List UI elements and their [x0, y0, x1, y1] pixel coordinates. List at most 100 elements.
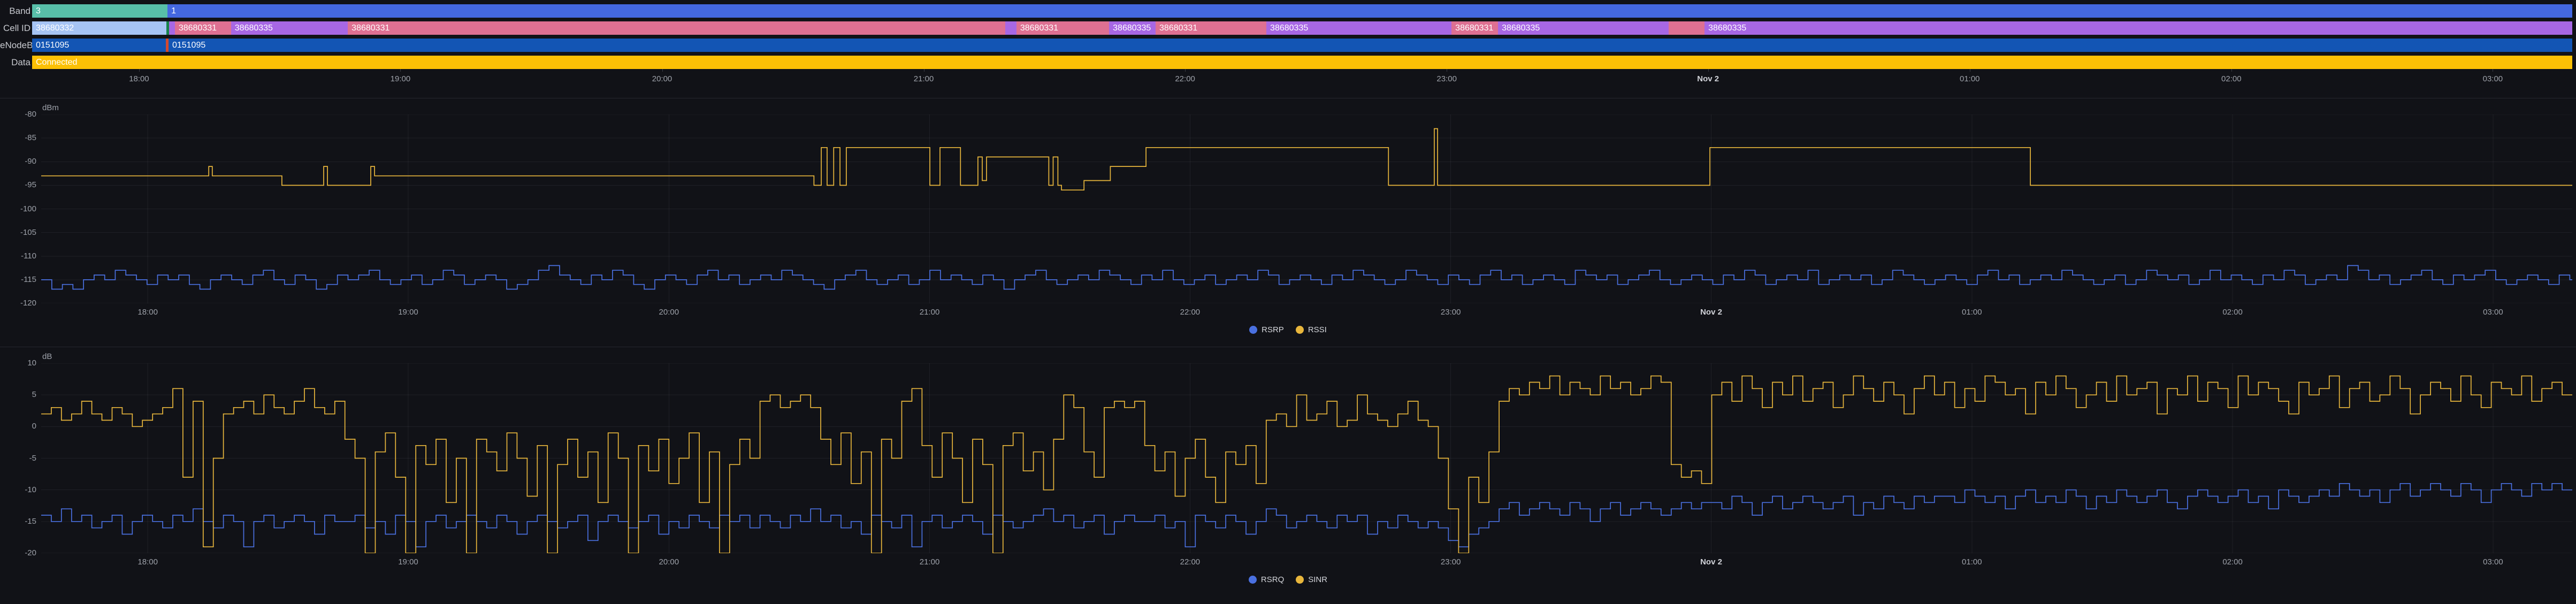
timeline-segment[interactable]: 38680331: [1016, 21, 1110, 35]
timeline-time-axis: 18:00 19:00 20:00 21:00 22:00 23:00 Nov 2 01:00…: [32, 69, 2572, 90]
legend-label: RSRQ: [1260, 575, 1285, 584]
time-tick-label: 23:00: [1436, 74, 1457, 83]
chart-legend: RSRQ SINR: [0, 572, 2576, 586]
timeline-row-label: Band: [9, 6, 30, 16]
timeline-segment[interactable]: 38680335: [1266, 21, 1452, 35]
x-tick-label: 18:00: [137, 557, 158, 567]
timeline-segment[interactable]: 38680335: [1704, 21, 2572, 35]
y-tick-label: 0: [32, 422, 36, 431]
timeline-segment[interactable]: [166, 21, 169, 35]
x-tick-label: 23:00: [1440, 308, 1461, 317]
y-tick-label: 10: [27, 358, 36, 368]
timeline-segment-label: Connected: [36, 58, 78, 67]
rsrq-sinr-chart-panel: dB 10 5 0 -5 -10 -15 -20 18:00 19:00 20:00 21:00 2…: [0, 347, 2576, 604]
timeline-segment[interactable]: 38680331: [1451, 21, 1499, 35]
series-line-sinr: [41, 375, 2572, 553]
legend-color-dot: [1295, 325, 1304, 334]
timeline-row-cell-id: Cell ID 38680332 38680331 38680335 38680331 3…: [0, 21, 2576, 35]
x-tick-label: 18:00: [137, 308, 158, 317]
x-tick-label: 03:00: [2483, 308, 2503, 317]
time-tick-label: 22:00: [1175, 74, 1195, 83]
series-line-rsrp: [41, 265, 2572, 290]
time-tick-mark: [2231, 69, 2232, 72]
y-tick-label: 5: [32, 390, 36, 400]
time-tick-label: 19:00: [390, 74, 411, 83]
x-tick-label: Nov 2: [1700, 308, 1722, 317]
timeline-segment[interactable]: [166, 39, 169, 52]
series-line-rsrq: [41, 483, 2572, 548]
timeline-row-data: Data Connected: [0, 56, 2576, 69]
timeline-track: 0151095 0151095: [32, 39, 2572, 52]
y-tick-label: -110: [21, 251, 36, 261]
timeline-segment-label: 0151095: [172, 41, 206, 50]
chart-canvas[interactable]: [41, 114, 2572, 303]
x-tick-label: 01:00: [1962, 557, 1982, 567]
x-tick-label: 21:00: [919, 557, 940, 567]
timeline-segment-label: 38680331: [1455, 24, 1494, 33]
x-tick-label: 20:00: [659, 557, 679, 567]
legend-color-dot: [1248, 575, 1257, 584]
timeline-segment[interactable]: Connected: [32, 56, 2572, 69]
timeline-segment-label: 38680335: [1708, 24, 1747, 33]
timeline-segment-label: 0151095: [36, 41, 70, 50]
y-tick-label: -95: [25, 180, 36, 190]
legend-item-rsrq[interactable]: RSRQ: [1248, 575, 1285, 584]
timeline-segment[interactable]: 0151095: [168, 39, 2572, 52]
timeline-segment[interactable]: 38680332: [32, 21, 167, 35]
time-tick-mark: [400, 69, 401, 72]
y-tick-label: -10: [25, 485, 36, 494]
legend-item-rsrp[interactable]: RSRP: [1249, 325, 1284, 334]
y-axis-unit: dBm: [42, 103, 59, 112]
timeline-segment[interactable]: 38680331: [174, 21, 231, 35]
timeline-segment-label: 1: [171, 6, 176, 16]
timeline-track: Connected: [32, 56, 2572, 69]
timeline-row-band: Band 3 1: [0, 4, 2576, 18]
timeline-segment[interactable]: 0151095: [32, 39, 166, 52]
y-axis-unit: dB: [42, 352, 52, 361]
x-axis: 18:00 19:00 20:00 21:00 22:00 23:00 Nov 2 01:00…: [41, 308, 2572, 319]
timeline-segment[interactable]: 3: [32, 4, 168, 18]
y-tick-label: -90: [25, 157, 36, 166]
legend-item-rssi[interactable]: RSSI: [1295, 325, 1327, 334]
timeline-segment[interactable]: 1: [167, 4, 2572, 18]
y-tick-label: -115: [21, 274, 36, 284]
chart-canvas[interactable]: [41, 363, 2572, 553]
y-tick-label: -120: [20, 299, 36, 308]
timeline-segment[interactable]: [1669, 21, 1705, 35]
state-timeline-panel: Band 3 1 Cell ID 38680332 38680331 38680335 386…: [0, 0, 2576, 98]
timeline-segment[interactable]: [169, 21, 175, 35]
timeline-segment-label: 38680331: [178, 24, 217, 33]
plot-area[interactable]: [41, 363, 2572, 553]
x-tick-label: 22:00: [1180, 308, 1201, 317]
timeline-segment-label: 38680331: [1159, 24, 1198, 33]
x-tick-label: 02:00: [2222, 308, 2243, 317]
timeline-segment[interactable]: 38680335: [1109, 21, 1156, 35]
state-timeline-rows: Band 3 1 Cell ID 38680332 38680331 38680335 386…: [0, 4, 2576, 73]
timeline-row-label: Cell ID: [3, 23, 30, 33]
time-tick-mark: [139, 69, 140, 72]
time-tick-mark: [662, 69, 663, 72]
x-tick-label: 02:00: [2222, 557, 2243, 567]
y-tick-label: -85: [25, 133, 36, 143]
x-tick-label: 19:00: [398, 557, 418, 567]
x-tick-label: Nov 2: [1700, 557, 1722, 567]
timeline-segment[interactable]: 38680335: [1498, 21, 1669, 35]
time-tick-label: Nov 2: [1697, 74, 1719, 83]
timeline-segment-label: 38680331: [1020, 24, 1059, 33]
timeline-segment[interactable]: [1005, 21, 1016, 35]
y-tick-label: -5: [29, 453, 36, 463]
gridlines: [41, 114, 2572, 303]
chart-legend: RSRP RSSI: [0, 323, 2576, 337]
timeline-segment[interactable]: 38680335: [231, 21, 348, 35]
legend-label: RSRP: [1262, 325, 1284, 334]
plot-area[interactable]: [41, 114, 2572, 303]
time-tick-label: 01:00: [1959, 74, 1980, 83]
legend-item-sinr[interactable]: SINR: [1296, 575, 1327, 584]
timeline-segment[interactable]: 38680331: [1156, 21, 1267, 35]
timeline-segment[interactable]: 38680331: [348, 21, 1005, 35]
x-tick-label: 03:00: [2483, 557, 2503, 567]
timeline-track: 38680332 38680331 38680335 38680331 38680331…: [32, 21, 2572, 35]
legend-color-dot: [1296, 575, 1304, 584]
x-tick-label: 19:00: [398, 308, 418, 317]
